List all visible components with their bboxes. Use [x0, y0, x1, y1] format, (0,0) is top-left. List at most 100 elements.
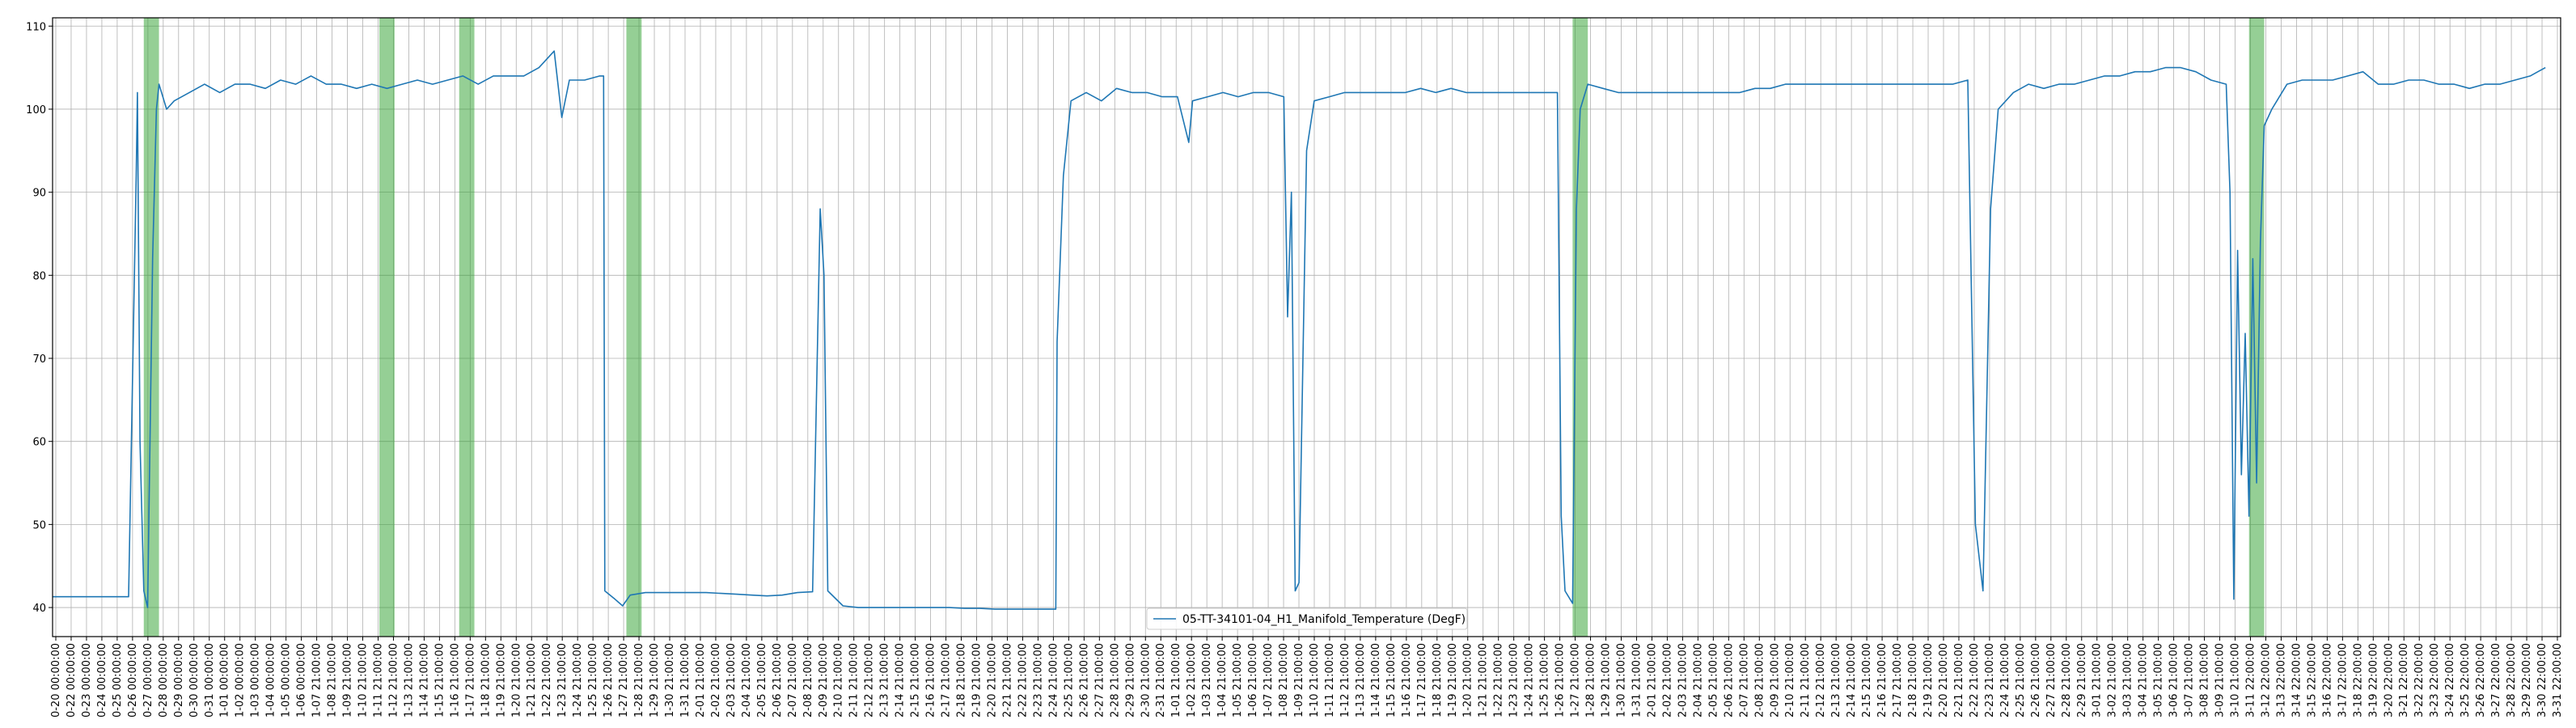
- x-tick-label: 0-28 00:00:00: [158, 643, 170, 717]
- x-tick-label: 2-18 21:00:00: [1907, 643, 1919, 717]
- x-tick-label: 2-14 21:00:00: [1846, 643, 1858, 717]
- x-tick-label: 1-27 21:00:00: [1570, 643, 1582, 717]
- x-tick-label: 2-12 21:00:00: [864, 643, 876, 717]
- x-tick-label: 1-25 21:00:00: [1539, 643, 1551, 717]
- x-tick-label: 0-30 00:00:00: [188, 643, 201, 717]
- x-tick-label: 2-24 21:00:00: [1047, 643, 1060, 717]
- x-tick-label: 3-04 21:00:00: [2138, 643, 2150, 717]
- x-tick-label: 2-10 21:00:00: [833, 643, 845, 717]
- x-tick-label: 1-14 21:00:00: [418, 643, 430, 717]
- x-tick-label: 3-20 22:00:00: [2383, 643, 2395, 717]
- highlight-band: [626, 18, 642, 637]
- x-tick-label: 1-31 21:00:00: [1631, 643, 1643, 717]
- x-tick-label: 1-02 21:00:00: [1186, 643, 1198, 717]
- x-tick-label: 1-04 21:00:00: [1216, 643, 1229, 717]
- x-tick-label: 2-21 21:00:00: [1001, 643, 1013, 717]
- x-tick-label: 1-02 00:00:00: [235, 643, 247, 717]
- x-tick-label: 2-25 21:00:00: [1063, 643, 1075, 717]
- highlight-band: [2248, 18, 2265, 637]
- x-tick-label: 3-02 21:00:00: [2107, 643, 2119, 717]
- x-tick-label: 3-03 21:00:00: [2122, 643, 2134, 717]
- x-tick-label: 1-07 21:00:00: [1263, 643, 1275, 717]
- x-tick-label: 2-10 21:00:00: [1784, 643, 1796, 717]
- x-tick-label: 2-19 21:00:00: [1922, 643, 1935, 717]
- x-tick-label: 2-20 21:00:00: [1938, 643, 1950, 717]
- x-tick-label: 2-11 21:00:00: [1800, 643, 1812, 717]
- x-tick-label: 1-27 21:00:00: [618, 643, 630, 717]
- x-tick-label: 1-03 00:00:00: [250, 643, 262, 717]
- x-tick-label: 1-17 21:00:00: [464, 643, 476, 717]
- x-tick-label: 2-09 21:00:00: [1769, 643, 1781, 717]
- x-tick-label: 1-01 21:00:00: [1170, 643, 1182, 717]
- x-tick-label: 1-15 21:00:00: [434, 643, 446, 717]
- x-tick-label: 3-08 21:00:00: [2199, 643, 2211, 717]
- x-tick-label: 2-16 21:00:00: [925, 643, 937, 717]
- x-tick-label: 2-26 21:00:00: [1078, 643, 1090, 717]
- legend-label: 05-TT-34101-04_H1_Manifold_Temperature (…: [1182, 613, 1466, 626]
- x-tick-label: 2-27 21:00:00: [2045, 643, 2058, 717]
- x-tick-label: 3-23 22:00:00: [2429, 643, 2441, 717]
- x-tick-label: 2-30 21:00:00: [1140, 643, 1152, 717]
- x-tick-label: 2-16 21:00:00: [1876, 643, 1889, 717]
- x-tick-label: 2-14 21:00:00: [895, 643, 907, 717]
- x-tick-label: 3-24 22:00:00: [2444, 643, 2456, 717]
- x-tick-label: 1-17 21:00:00: [1416, 643, 1428, 717]
- x-tick-label: 3-01 21:00:00: [2092, 643, 2104, 717]
- x-tick-label: 2-11 21:00:00: [848, 643, 861, 717]
- x-tick-label: 2-17 21:00:00: [1892, 643, 1904, 717]
- y-tick-label: 100: [26, 104, 46, 116]
- x-tick-label: 3-07 21:00:00: [2184, 643, 2196, 717]
- x-tick-label: 0-20 00:00:00: [50, 643, 62, 717]
- x-tick-label: 2-21 21:00:00: [1953, 643, 1965, 717]
- highlight-band: [1572, 18, 1588, 637]
- x-tick-label: 1-09 21:00:00: [1293, 643, 1305, 717]
- x-tick-label: 1-15 21:00:00: [1385, 643, 1398, 717]
- x-tick-label: 2-01 21:00:00: [1646, 643, 1658, 717]
- x-tick-label: 1-13 21:00:00: [1355, 643, 1367, 717]
- x-tick-label: 1-03 21:00:00: [1201, 643, 1213, 717]
- x-tick-label: 3-16 22:00:00: [2321, 643, 2333, 717]
- y-tick-label: 90: [32, 188, 46, 200]
- y-tick-label: 40: [32, 603, 46, 615]
- x-tick-label: 1-28 21:00:00: [1585, 643, 1597, 717]
- x-tick-label: 0-22 00:00:00: [66, 643, 78, 717]
- x-tick-label: 2-25 21:00:00: [2015, 643, 2027, 717]
- x-tick-label: 3-28 22:00:00: [2506, 643, 2518, 717]
- y-tick-label: 50: [32, 519, 46, 531]
- x-tick-label: 1-11 21:00:00: [1324, 643, 1336, 717]
- x-tick-label: 2-26 21:00:00: [2030, 643, 2042, 717]
- x-tick-label: 2-13 21:00:00: [879, 643, 891, 717]
- x-tick-label: 3-31 22:00:00: [2552, 643, 2564, 717]
- x-tick-label: 2-20 21:00:00: [987, 643, 999, 717]
- x-tick-label: 2-28 21:00:00: [2061, 643, 2073, 717]
- x-tick-label: 1-18 21:00:00: [1432, 643, 1444, 717]
- x-tick-label: 3-27 22:00:00: [2490, 643, 2502, 717]
- x-tick-label: 3-17 22:00:00: [2337, 643, 2349, 717]
- x-tick-label: 2-29 21:00:00: [2076, 643, 2088, 717]
- x-tick-label: 2-23 21:00:00: [1032, 643, 1044, 717]
- x-tick-label: 2-15 21:00:00: [1861, 643, 1873, 717]
- plot-area: [53, 18, 2561, 637]
- x-tick-label: 3-18 22:00:00: [2352, 643, 2364, 717]
- x-tick-label: 2-13 21:00:00: [1830, 643, 1842, 717]
- x-tick-label: 1-08 21:00:00: [327, 643, 339, 717]
- legend-box: [1146, 607, 1468, 630]
- y-tick-label: 80: [32, 270, 46, 282]
- x-tick-label: 3-10 21:00:00: [2230, 643, 2242, 717]
- x-tick-label: 2-17 21:00:00: [941, 643, 953, 717]
- x-tick-label: 1-13 21:00:00: [403, 643, 415, 717]
- x-tick-label: 1-21 21:00:00: [1478, 643, 1490, 717]
- x-tick-label: 2-01 21:00:00: [695, 643, 707, 717]
- x-tick-label: 0-27 00:00:00: [142, 643, 154, 717]
- x-tick-label: 1-04 00:00:00: [265, 643, 277, 717]
- x-tick-label: 1-30 21:00:00: [1615, 643, 1627, 717]
- x-tick-label: 3-19 22:00:00: [2367, 643, 2379, 717]
- x-tick-label: 1-14 21:00:00: [1370, 643, 1382, 717]
- x-tick-label: 2-04 21:00:00: [1692, 643, 1704, 717]
- x-tick-label: 2-06 21:00:00: [772, 643, 784, 717]
- x-tick-label: 1-21 21:00:00: [526, 643, 538, 717]
- x-tick-label: 1-10 21:00:00: [357, 643, 370, 717]
- y-tick-label: 60: [32, 437, 46, 449]
